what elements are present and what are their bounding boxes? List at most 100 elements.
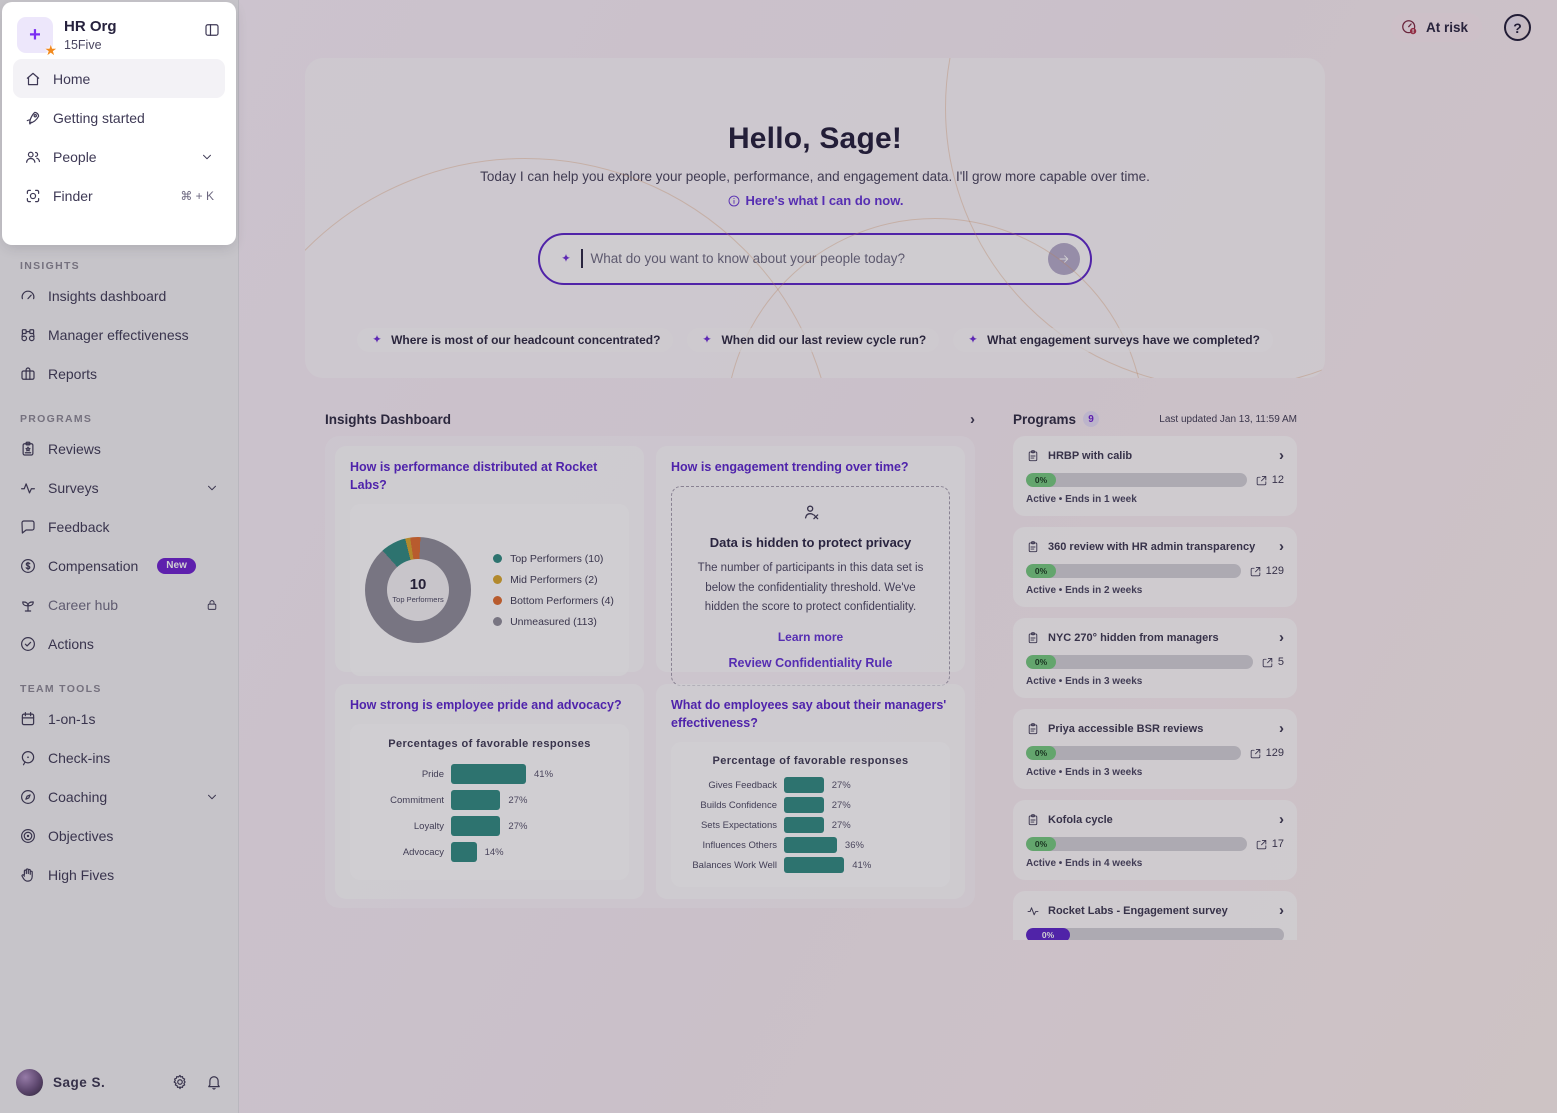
chat-circle-icon — [21, 750, 35, 765]
help-button[interactable]: ? — [1504, 14, 1531, 41]
bar — [784, 777, 824, 794]
performance-distribution-card[interactable]: How is performance distributed at Rocket… — [335, 446, 644, 677]
bar-value: 27% — [508, 820, 528, 832]
sidebar-item-label: Insights dashboard — [48, 287, 167, 304]
chevron-right-icon[interactable]: › — [1279, 811, 1284, 828]
sidebar-sections: INSIGHTS Insights dashboard Manager effe… — [0, 240, 238, 894]
chip-label: What engagement surveys have we complete… — [987, 333, 1260, 347]
bar-row: Balances Work Well 41% — [681, 857, 940, 874]
cando-link[interactable]: Here's what I can do now. — [727, 193, 904, 208]
sparkle-icon — [969, 334, 978, 343]
manager-effectiveness-card[interactable]: What do employees say about their manage… — [656, 684, 965, 900]
learn-more-link[interactable]: Learn more — [777, 629, 844, 644]
bar — [451, 816, 501, 837]
program-name: Priya accessible BSR reviews — [1048, 722, 1204, 735]
clipboard-icon — [1028, 631, 1038, 643]
sidebar-item-1on1s[interactable]: 1-on-1s — [8, 699, 230, 738]
sidebar-item-reports[interactable]: Reports — [8, 354, 230, 393]
sidebar-item-coaching[interactable]: Coaching — [8, 777, 230, 816]
at-risk-indicator[interactable]: At risk — [1390, 13, 1482, 42]
chevron-right-icon[interactable]: › — [1279, 902, 1284, 919]
program-name: NYC 270° hidden from managers — [1048, 631, 1219, 644]
pride-chart-box: Percentages of favorable responses Pride… — [350, 724, 629, 881]
donut-center: 10 Top Performers — [387, 559, 450, 622]
legend-label: Mid Performers (2) — [510, 573, 598, 586]
bar-row: Pride 41% — [360, 764, 619, 785]
finder-shortcut: ⌘ + K — [180, 188, 214, 203]
bell-icon[interactable] — [205, 1073, 223, 1091]
bar-row: Advocacy 14% — [360, 842, 619, 863]
chevron-right-icon[interactable]: › — [1279, 447, 1284, 464]
spotlight-nav-box: + ★ HR Org 15Five Home Getting started P… — [5, 5, 233, 242]
sidebar-item-home[interactable]: Home — [13, 59, 225, 98]
chip-review-cycle[interactable]: When did our last review cycle run? — [687, 328, 940, 352]
participant-count: 5 — [1277, 656, 1284, 668]
sidebar-item-finder[interactable]: Finder ⌘ + K — [13, 176, 225, 215]
sidebar-item-reviews[interactable]: Reviews — [8, 429, 230, 468]
sidebar-item-check-ins[interactable]: Check-ins — [8, 738, 230, 777]
sidebar-item-people[interactable]: People — [13, 137, 225, 176]
pride-bar-chart: Pride 41% Commitment 27% Loyalty 27% Advoca… — [360, 764, 619, 863]
bar-row: Loyalty 27% — [360, 816, 619, 837]
program-card[interactable]: Rocket Labs - Engagement survey › 0% — [1013, 891, 1297, 940]
bar-label: Gives Feedback — [708, 779, 777, 791]
sidebar-item-objectives[interactable]: Objectives — [8, 816, 230, 855]
sidebar-item-career-hub[interactable]: Career hub — [8, 585, 230, 624]
card-question: What do employees say about their manage… — [671, 698, 947, 731]
bar-value: 41% — [534, 768, 554, 780]
sparkle-icon — [703, 334, 712, 343]
programs-count-badge: 9 — [1083, 411, 1100, 427]
progress-track: 0% — [1026, 655, 1253, 669]
programs-header: Programs 9 Last updated Jan 13, 11:59 AM — [1013, 411, 1297, 427]
bar — [784, 857, 845, 874]
manager-chart-box: Percentage of favorable responses Gives … — [671, 742, 950, 888]
clipboard-icon — [1028, 813, 1038, 825]
legend-item: Bottom Performers (4) — [493, 595, 614, 607]
sidebar-item-surveys[interactable]: Surveys — [8, 468, 230, 507]
program-name: Rocket Labs - Engagement survey — [1048, 904, 1228, 917]
target-icon — [21, 828, 35, 843]
sidebar-item-actions[interactable]: Actions — [8, 624, 230, 663]
program-card[interactable]: Kofola cycle › 0% 17 Active • Ends in 4 … — [1013, 800, 1297, 880]
chip-headcount[interactable]: Where is most of our headcount concentra… — [357, 328, 674, 352]
collapse-sidebar-icon[interactable] — [203, 21, 221, 39]
gauge-alert-icon — [1402, 20, 1417, 35]
bar-value: 27% — [508, 794, 528, 806]
sidebar-item-compensation[interactable]: Compensation New — [8, 546, 230, 585]
manager-bar-chart: Gives Feedback 27% Builds Confidence 27% S… — [681, 777, 940, 874]
bar-label: Advocacy — [402, 846, 444, 858]
card-question: How is engagement trending over time? — [671, 460, 909, 474]
chevron-right-icon[interactable]: › — [1279, 720, 1284, 737]
sidebar-item-insights-dashboard[interactable]: Insights dashboard — [8, 276, 230, 315]
sidebar-item-feedback[interactable]: Feedback — [8, 507, 230, 546]
bar — [451, 790, 501, 811]
program-card[interactable]: 360 review with HR admin transparency › … — [1013, 527, 1297, 607]
program-card[interactable]: NYC 270° hidden from managers › 0% 5 Act… — [1013, 618, 1297, 698]
chevron-right-icon[interactable]: › — [1279, 538, 1284, 555]
chevron-right-icon[interactable]: › — [1279, 629, 1284, 646]
chevron-right-icon[interactable]: › — [970, 411, 975, 428]
sidebar-item-label: Check-ins — [48, 749, 111, 766]
card-question: How is performance distributed at Rocket… — [350, 460, 598, 493]
program-card[interactable]: Priya accessible BSR reviews › 0% 129 Ac… — [1013, 709, 1297, 789]
gear-icon[interactable] — [171, 1073, 189, 1091]
program-card[interactable]: HRBP with calib › 0% 12 Active • Ends in… — [1013, 436, 1297, 516]
sidebar-item-manager-effectiveness[interactable]: Manager effectiveness — [8, 315, 230, 354]
bar-row: Influences Others 36% — [681, 837, 940, 854]
export-icon — [1250, 748, 1260, 758]
legend-item: Mid Performers (2) — [493, 574, 614, 586]
sidebar-item-getting-started[interactable]: Getting started — [13, 98, 225, 137]
program-name: 360 review with HR admin transparency — [1048, 540, 1256, 553]
review-confidentiality-link[interactable]: Review Confidentiality Rule — [728, 655, 893, 670]
cando-label: Here's what I can do now. — [745, 193, 904, 208]
legend-dot — [493, 617, 503, 627]
avatar[interactable] — [16, 1068, 43, 1096]
add-workspace-button[interactable]: + ★ — [17, 17, 57, 58]
engagement-trend-card[interactable]: How is engagement trending over time? Da… — [656, 446, 965, 686]
sidebar-item-high-fives[interactable]: High Fives — [8, 855, 230, 894]
pride-advocacy-card[interactable]: How strong is employee pride and advocac… — [335, 684, 644, 900]
chip-engagement-surveys[interactable]: What engagement surveys have we complete… — [953, 328, 1273, 352]
sidebar-item-label: Objectives — [48, 827, 114, 844]
progress-pill: 0% — [1026, 564, 1056, 578]
bar-value: 27% — [831, 819, 851, 831]
